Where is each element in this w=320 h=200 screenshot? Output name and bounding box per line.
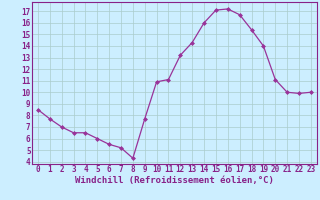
X-axis label: Windchill (Refroidissement éolien,°C): Windchill (Refroidissement éolien,°C) <box>75 176 274 185</box>
